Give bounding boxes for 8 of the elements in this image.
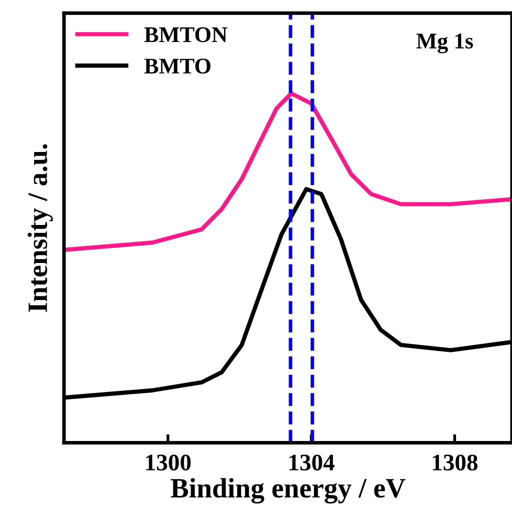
legend-label: BMTON bbox=[144, 27, 228, 42]
y-axis-title: Intensity / a.u. bbox=[28, 144, 53, 312]
x-tick-label: 1300 bbox=[146, 454, 191, 471]
legend-label: BMTO bbox=[144, 58, 210, 74]
x-axis-title: Binding energy / eV bbox=[170, 478, 406, 504]
text: Mg 1s bbox=[416, 34, 473, 54]
x-tick-label: 1304 bbox=[290, 454, 334, 471]
x-tick-label: 1308 bbox=[432, 454, 478, 471]
